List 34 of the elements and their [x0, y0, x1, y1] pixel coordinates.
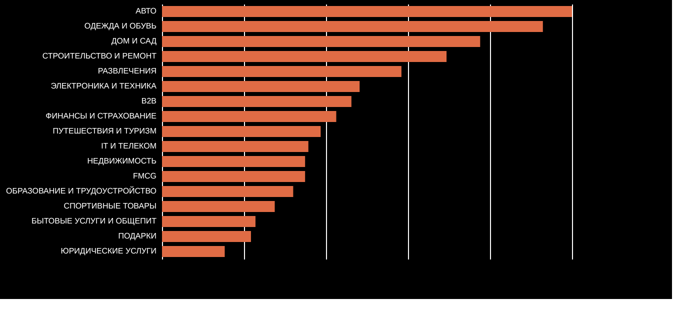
bar [162, 156, 306, 167]
bar [162, 246, 225, 257]
bar [162, 81, 360, 92]
y-tick-label: РАЗВЛЕЧЕНИЯ [98, 66, 157, 76]
bar [162, 231, 251, 242]
y-tick-label: БЫТОВЫЕ УСЛУГИ И ОБЩЕПИТ [32, 216, 157, 226]
bar [162, 51, 447, 62]
bar [162, 6, 572, 17]
y-tick-label: ПУТЕШЕСТВИЯ И ТУРИЗМ [52, 126, 157, 136]
bar [162, 126, 321, 137]
bar [162, 66, 402, 77]
bar [162, 96, 352, 107]
bar [162, 141, 308, 152]
bar [162, 21, 543, 32]
bar [162, 36, 480, 47]
y-tick-label: СТРОИТЕЛЬСТВО И РЕМОНТ [42, 52, 157, 60]
bar [162, 186, 294, 197]
y-tick-label: ФИНАНСЫ И СТРАХОВАНИЕ [46, 112, 156, 120]
y-tick-label: ЮРИДИЧЕСКИЕ УСЛУГИ [60, 246, 157, 256]
y-tick-label: АВТО [136, 6, 156, 16]
y-tick-label: ДОМ И САД [111, 36, 158, 46]
y-tick-label: ОДЕЖДА И ОБУВЬ [84, 22, 156, 30]
y-tick-label: СПОРТИВНЫЕ ТОВАРЫ [64, 202, 156, 210]
y-tick-label: ПОДАРКИ [118, 232, 157, 240]
bar [162, 201, 275, 212]
bar [162, 171, 306, 182]
bar [162, 216, 256, 227]
y-tick-label: B2B [141, 96, 156, 106]
y-tick-label: НЕДВИЖИМОСТЬ [87, 156, 156, 166]
y-tick-label: ОБРАЗОВАНИЕ И ТРУДОУСТРОЙСТВО [6, 186, 156, 196]
y-tick-label: IT И ТЕЛЕКОМ [101, 142, 157, 150]
y-tick-label: FMCG [132, 172, 156, 180]
y-tick-label: ЭЛЕКТРОНИКА И ТЕХНИКА [50, 82, 158, 90]
bar [162, 111, 336, 122]
